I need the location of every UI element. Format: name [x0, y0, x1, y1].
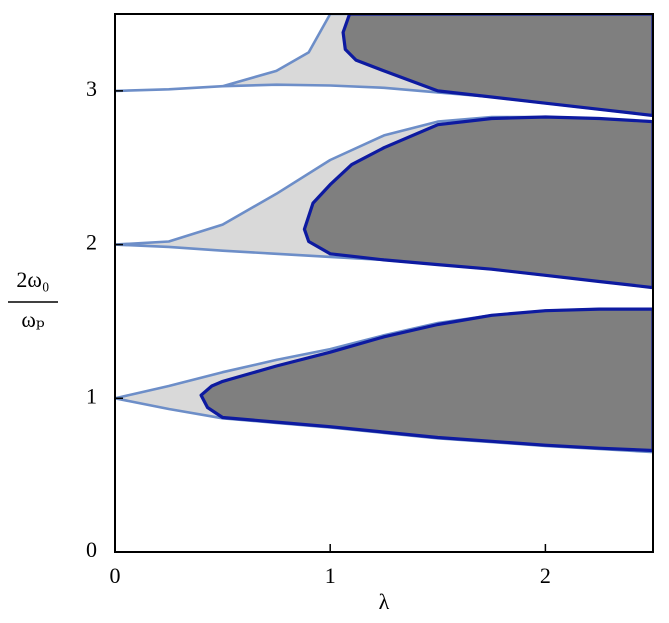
y-tick-label: 2	[86, 230, 97, 255]
y-label-numerator: 2ω₀	[16, 267, 49, 292]
x-axis-label: λ	[379, 589, 390, 614]
stability-region	[302, 115, 653, 290]
y-tick-label: 3	[86, 76, 97, 101]
plot-frame	[114, 13, 654, 553]
regions	[115, 14, 653, 454]
stability-region	[199, 307, 653, 453]
x-tick-label: 0	[110, 563, 121, 588]
y-tick-label: 0	[86, 537, 97, 562]
x-tick-label: 2	[540, 563, 551, 588]
stability-region	[341, 14, 653, 118]
y-tick-label: 1	[86, 383, 97, 408]
y-label-denominator: ωₚ	[21, 307, 44, 332]
x-tick-label: 1	[325, 563, 336, 588]
